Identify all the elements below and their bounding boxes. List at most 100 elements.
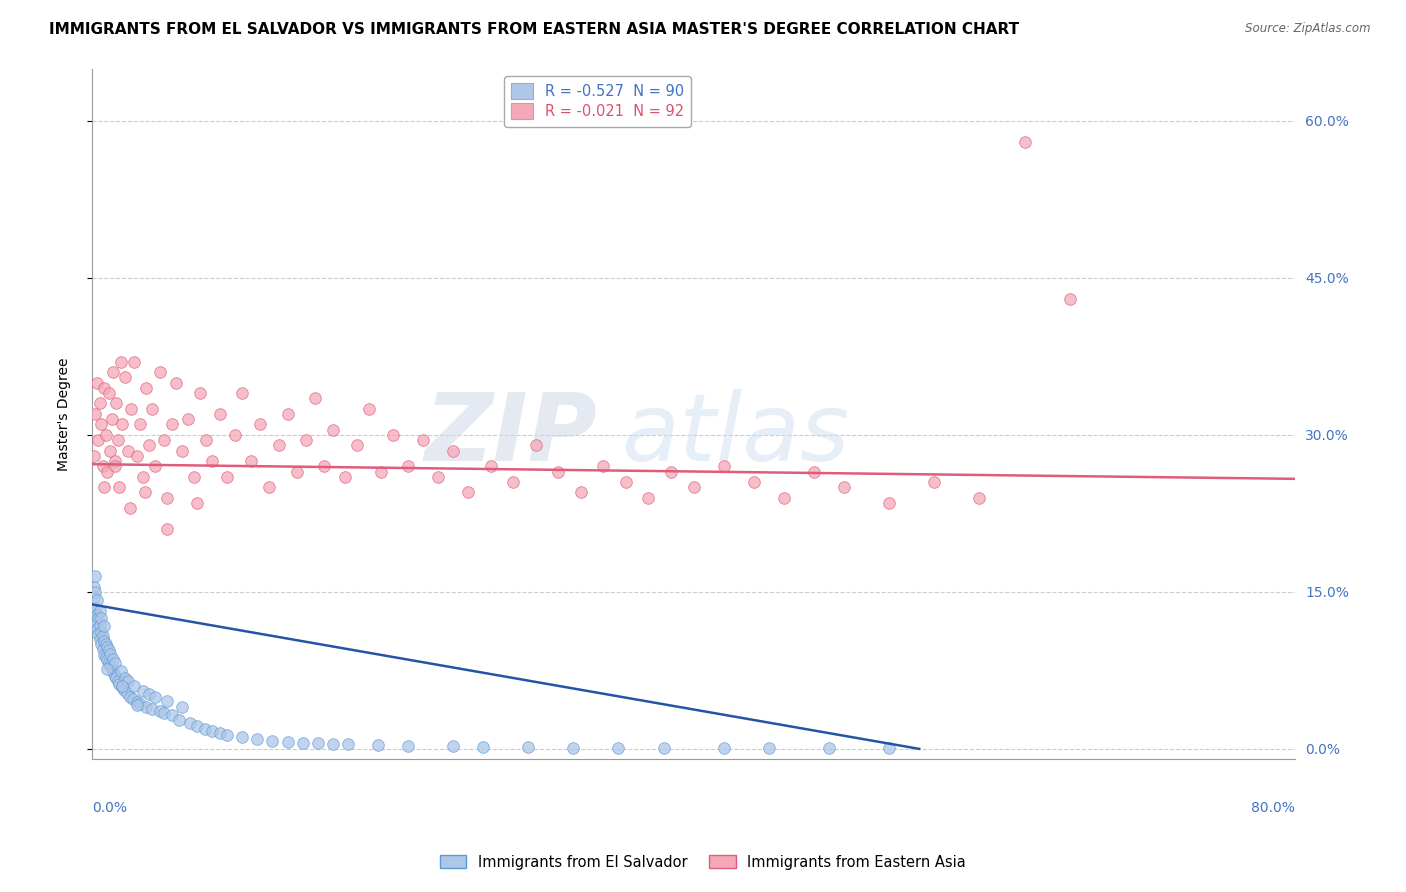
Text: atlas: atlas xyxy=(621,389,849,480)
Point xyxy=(179,715,201,730)
Point xyxy=(103,656,125,670)
Text: Source: ZipAtlas.com: Source: ZipAtlas.com xyxy=(1246,22,1371,36)
Point xyxy=(141,401,163,416)
Point xyxy=(96,653,118,667)
Point xyxy=(108,480,131,494)
Point xyxy=(441,739,464,753)
Point xyxy=(614,475,637,489)
Point xyxy=(143,459,166,474)
Point xyxy=(396,739,419,753)
Point xyxy=(96,465,118,479)
Point xyxy=(143,690,166,704)
Point xyxy=(97,386,120,401)
Legend: Immigrants from El Salvador, Immigrants from Eastern Asia: Immigrants from El Salvador, Immigrants … xyxy=(434,849,972,876)
Point xyxy=(333,469,356,483)
Point xyxy=(457,485,479,500)
Point xyxy=(818,740,841,755)
Point xyxy=(121,691,143,706)
Point xyxy=(1059,292,1081,306)
Point xyxy=(110,665,132,679)
Point xyxy=(90,611,112,625)
Text: IMMIGRANTS FROM EL SALVADOR VS IMMIGRANTS FROM EASTERN ASIA MASTER'S DEGREE CORR: IMMIGRANTS FROM EL SALVADOR VS IMMIGRANT… xyxy=(49,22,1019,37)
Point xyxy=(479,459,502,474)
Point xyxy=(832,480,855,494)
Point xyxy=(877,496,900,510)
Point xyxy=(231,386,253,401)
Point xyxy=(240,454,263,468)
Point xyxy=(472,739,495,754)
Point xyxy=(357,401,380,416)
Point xyxy=(713,459,735,474)
Point xyxy=(122,354,145,368)
Point xyxy=(183,469,205,483)
Point xyxy=(502,475,524,489)
Point xyxy=(135,381,157,395)
Point xyxy=(83,580,105,594)
Point xyxy=(294,433,316,447)
Point xyxy=(101,652,124,666)
Point xyxy=(93,381,115,395)
Point xyxy=(153,433,176,447)
Point xyxy=(153,706,176,721)
Point xyxy=(524,438,547,452)
Point xyxy=(86,376,108,390)
Point xyxy=(758,740,780,755)
Point xyxy=(267,438,290,452)
Point xyxy=(659,465,682,479)
Point xyxy=(188,386,211,401)
Point xyxy=(322,423,344,437)
Point xyxy=(517,739,540,754)
Point xyxy=(100,661,122,675)
Point xyxy=(156,694,179,708)
Point xyxy=(1014,135,1036,149)
Point xyxy=(91,642,114,657)
Point xyxy=(110,354,132,368)
Point xyxy=(569,485,592,500)
Point xyxy=(682,480,704,494)
Point xyxy=(285,465,308,479)
Point xyxy=(84,616,107,631)
Point xyxy=(312,459,335,474)
Point xyxy=(90,417,112,432)
Point xyxy=(291,736,314,750)
Point xyxy=(172,700,194,714)
Point xyxy=(637,491,659,505)
Point xyxy=(94,637,117,651)
Point xyxy=(160,708,183,723)
Point xyxy=(426,469,449,483)
Point xyxy=(98,443,121,458)
Point xyxy=(149,365,172,379)
Point xyxy=(877,740,900,755)
Point xyxy=(336,737,359,751)
Point xyxy=(107,673,129,688)
Point xyxy=(83,590,105,604)
Point xyxy=(172,443,194,458)
Point xyxy=(208,726,231,740)
Point xyxy=(86,622,108,636)
Point xyxy=(773,491,796,505)
Point xyxy=(231,731,253,745)
Point xyxy=(208,407,231,421)
Point xyxy=(138,688,160,702)
Point xyxy=(97,656,120,670)
Point xyxy=(83,449,105,463)
Point xyxy=(112,683,135,698)
Point xyxy=(370,465,392,479)
Point xyxy=(90,637,112,651)
Point xyxy=(195,433,218,447)
Point xyxy=(111,680,134,694)
Point xyxy=(134,485,156,500)
Point xyxy=(84,600,107,615)
Point xyxy=(98,659,121,673)
Point xyxy=(89,618,111,632)
Point xyxy=(84,569,107,583)
Point xyxy=(129,417,152,432)
Point xyxy=(87,611,110,625)
Text: 0.0%: 0.0% xyxy=(91,801,127,814)
Point xyxy=(93,619,115,633)
Point xyxy=(93,480,115,494)
Point xyxy=(101,365,124,379)
Point xyxy=(122,679,145,693)
Point xyxy=(412,433,434,447)
Point xyxy=(149,704,172,718)
